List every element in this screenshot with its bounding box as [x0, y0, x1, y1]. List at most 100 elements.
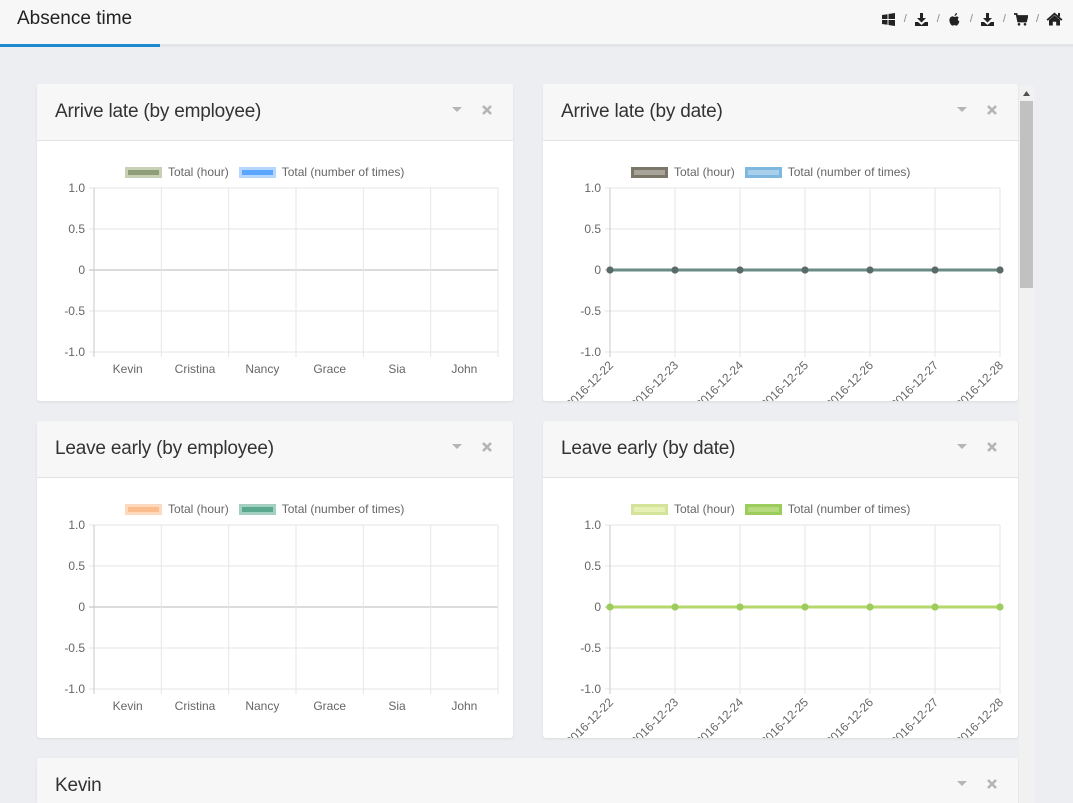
panel-arrive-late-by-employee: Arrive late (by employee) Total (hour) To…: [37, 84, 513, 401]
data-point[interactable]: [606, 603, 614, 611]
legend-item[interactable]: Total (number of times): [238, 502, 404, 516]
legend-label: Total (hour): [168, 502, 229, 516]
windows-icon[interactable]: [880, 10, 898, 28]
legend-swatch: [631, 166, 668, 178]
top-bar: Absence time / / / / /: [0, 0, 1073, 47]
close-icon[interactable]: [481, 441, 493, 453]
legend-item[interactable]: Total (hour): [125, 165, 229, 179]
panel-leave-early-by-employee: Leave early (by employee) Total (hour) To…: [37, 421, 513, 738]
caret-down-icon[interactable]: [956, 778, 968, 790]
data-point[interactable]: [736, 266, 744, 274]
legend-swatch: [238, 166, 276, 178]
legend-swatch: [125, 166, 162, 178]
legend-item[interactable]: Total (number of times): [744, 165, 911, 179]
x-tick-label: Sia: [388, 699, 406, 713]
panel-leave-early-by-date: Leave early (by date) Total (hour) Total …: [543, 421, 1018, 749]
y-tick-label: 1.0: [68, 518, 85, 532]
legend-label: Total (hour): [674, 165, 735, 179]
data-point[interactable]: [801, 266, 809, 274]
cart-icon[interactable]: [1012, 10, 1030, 28]
chart-area: Total (hour) Total (number of times) 1.0 0…: [37, 478, 513, 738]
caret-down-icon[interactable]: [956, 441, 968, 453]
y-tick-label: 0.5: [68, 222, 85, 236]
x-tick-label: Kevin: [113, 699, 143, 713]
data-point[interactable]: [606, 266, 614, 274]
active-tab-indicator: [0, 44, 160, 47]
legend-label: Total (hour): [168, 165, 229, 179]
breadcrumb-separator: /: [1035, 13, 1039, 25]
chart-area: Total (hour) Total (number of times) 1.0 0…: [543, 141, 1018, 412]
legend-item[interactable]: Total (hour): [125, 502, 229, 516]
legend-item[interactable]: Total (number of times): [238, 165, 404, 179]
data-point[interactable]: [866, 603, 874, 611]
x-tick-label: Grace: [313, 362, 346, 376]
data-point[interactable]: [671, 266, 679, 274]
apple-icon[interactable]: [946, 10, 964, 28]
x-tick-label: Cristina: [175, 699, 216, 713]
y-tick-label: -0.5: [580, 641, 601, 655]
panel-tools: [451, 104, 493, 116]
x-tick-label: Grace: [313, 699, 346, 713]
x-tick-label: 2016-12-24: [693, 695, 747, 738]
panel-tools: [956, 778, 998, 790]
chart-area: Total (hour) Total (number of times) 1.0 0…: [543, 478, 1018, 749]
scroll-up-arrow-icon[interactable]: [1019, 86, 1034, 100]
y-tick-label: -1.0: [580, 345, 601, 359]
y-tick-label: 0: [594, 263, 601, 277]
close-icon[interactable]: [481, 104, 493, 116]
panel-title: Leave early (by date): [561, 438, 736, 459]
legend-label: Total (number of times): [787, 165, 911, 179]
download-icon[interactable]: [913, 10, 931, 28]
y-tick-label: 0.5: [584, 559, 601, 573]
data-point[interactable]: [801, 603, 809, 611]
x-tick-label: Sia: [388, 362, 406, 376]
data-point[interactable]: [996, 603, 1004, 611]
close-icon[interactable]: [986, 441, 998, 453]
y-tick-label: -1.0: [580, 682, 601, 696]
data-point[interactable]: [671, 603, 679, 611]
caret-down-icon[interactable]: [451, 104, 463, 116]
breadcrumb: / / / / /: [880, 10, 1063, 28]
chart-plot: 1.0 0.5 0 -0.5 -1.0 Kevin Cristina Nancy Grace Si…: [64, 518, 499, 713]
x-tick-label: Nancy: [245, 699, 279, 713]
y-tick-label: -0.5: [64, 641, 85, 655]
x-tick-label: 2016-12-28: [953, 358, 1007, 401]
close-icon[interactable]: [986, 778, 998, 790]
panel-title: Arrive late (by employee): [55, 101, 262, 122]
page-title: Absence time: [17, 8, 133, 29]
data-point[interactable]: [736, 603, 744, 611]
x-tick-label: 2016-12-23: [628, 358, 682, 401]
y-tick-label: -1.0: [64, 345, 85, 359]
x-tick-label: Nancy: [245, 362, 279, 376]
data-point[interactable]: [931, 266, 939, 274]
data-point[interactable]: [996, 266, 1004, 274]
chart-legend: Total (hour) Total (number of times): [125, 502, 414, 516]
y-tick-label: 1.0: [584, 518, 601, 532]
y-tick-label: 0: [78, 263, 85, 277]
legend-item[interactable]: Total (hour): [631, 165, 735, 179]
x-tick-label: 2016-12-27: [888, 695, 942, 738]
chart-legend: Total (hour) Total (number of times): [125, 165, 414, 179]
x-tick-label: 2016-12-26: [823, 695, 877, 738]
legend-swatch: [631, 503, 668, 515]
caret-down-icon[interactable]: [451, 441, 463, 453]
panel-tools: [451, 441, 493, 453]
panel-title: Arrive late (by date): [561, 101, 723, 122]
chart-plot: 1.0 0.5 0 -0.5 -1.0 Kevin Cristina Nancy Grace Si…: [64, 181, 499, 376]
legend-item[interactable]: Total (hour): [631, 502, 735, 516]
scrollbar[interactable]: [1019, 86, 1034, 803]
legend-swatch: [125, 503, 162, 515]
panel-header: Leave early (by employee): [37, 421, 513, 478]
panel-tools: [956, 104, 998, 116]
x-tick-label: 2016-12-27: [888, 358, 942, 401]
data-point[interactable]: [866, 266, 874, 274]
caret-down-icon[interactable]: [956, 104, 968, 116]
download-icon[interactable]: [979, 10, 997, 28]
scrollbar-thumb[interactable]: [1020, 101, 1033, 288]
close-icon[interactable]: [986, 104, 998, 116]
legend-item[interactable]: Total (number of times): [744, 502, 910, 516]
panel-kevin: Kevin: [37, 758, 1018, 803]
home-icon[interactable]: [1045, 10, 1063, 28]
data-point[interactable]: [931, 603, 939, 611]
